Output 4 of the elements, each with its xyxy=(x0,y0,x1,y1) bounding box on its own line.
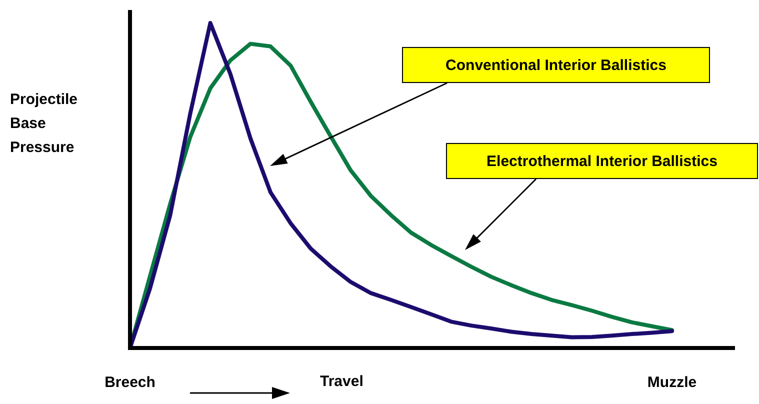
x-tick-label: Muzzle xyxy=(647,374,697,392)
x-tick-label: Breech xyxy=(104,374,156,392)
y-axis-title: Projectile Base Pressure xyxy=(10,90,79,158)
x-axis-title: Travel xyxy=(320,373,364,390)
